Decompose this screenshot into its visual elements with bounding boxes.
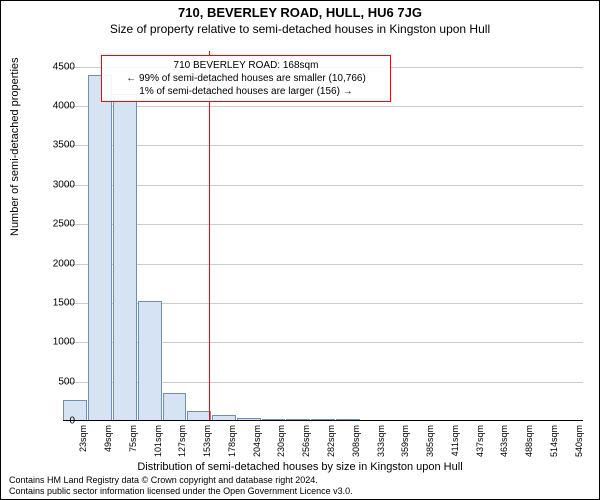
x-tick-label: 230sqm (276, 425, 286, 457)
x-tick-label: 463sqm (499, 425, 509, 457)
y-axis-label: Number of semi-detached properties (9, 57, 21, 236)
y-tick-label: 3500 (25, 140, 75, 151)
gridline (63, 106, 583, 107)
y-tick-label: 3000 (25, 179, 75, 190)
x-tick-label: 256sqm (301, 425, 311, 457)
footnote-line-1: Contains HM Land Registry data © Crown c… (9, 475, 353, 486)
x-tick-label: 540sqm (574, 425, 584, 457)
title-line-1: 710, BEVERLEY ROAD, HULL, HU6 7JG (1, 5, 599, 20)
y-tick-label: 500 (25, 376, 75, 387)
bar (163, 393, 187, 421)
x-tick-label: 411sqm (450, 425, 460, 456)
x-tick-label: 23sqm (78, 425, 88, 452)
gridline (63, 264, 583, 265)
x-tick-label: 178sqm (227, 425, 237, 457)
x-axis-label: Distribution of semi-detached houses by … (1, 461, 599, 473)
y-tick-label: 4500 (25, 61, 75, 72)
x-tick-label: 101sqm (153, 425, 163, 457)
x-tick-label: 359sqm (400, 425, 410, 457)
y-tick-label: 1500 (25, 297, 75, 308)
callout-box: 710 BEVERLEY ROAD: 168sqm ← 99% of semi-… (101, 55, 391, 102)
bar (138, 301, 162, 421)
y-tick-label: 0 (25, 416, 75, 427)
y-tick-label: 1000 (25, 337, 75, 348)
x-tick-label: 333sqm (376, 425, 386, 457)
y-tick-label: 2000 (25, 258, 75, 269)
bar (88, 75, 112, 421)
x-tick-label: 514sqm (549, 425, 559, 457)
y-tick-label: 4000 (25, 101, 75, 112)
x-tick-label: 75sqm (128, 425, 138, 452)
gridline (63, 185, 583, 186)
x-tick-label: 153sqm (202, 425, 212, 457)
x-tick-label: 127sqm (177, 425, 187, 457)
callout-line-1: 710 BEVERLEY ROAD: 168sqm (108, 59, 384, 72)
plot-background (63, 51, 583, 421)
x-tick-label: 282sqm (326, 425, 336, 457)
gridline (63, 145, 583, 146)
title-line-2: Size of property relative to semi-detach… (1, 22, 599, 36)
gridline (63, 224, 583, 225)
footnote-line-2: Contains public sector information licen… (9, 486, 353, 497)
x-tick-label: 385sqm (425, 425, 435, 457)
x-tick-label: 437sqm (475, 425, 485, 457)
chart-container: 710, BEVERLEY ROAD, HULL, HU6 7JG Size o… (0, 0, 600, 500)
x-tick-label: 204sqm (252, 425, 262, 457)
y-tick-label: 2500 (25, 219, 75, 230)
x-tick-label: 488sqm (524, 425, 534, 457)
x-tick-label: 49sqm (103, 425, 113, 452)
x-tick-label: 308sqm (351, 425, 361, 457)
callout-line-3: 1% of semi-detached houses are larger (1… (108, 85, 384, 98)
bar (113, 94, 137, 421)
x-axis-line (63, 420, 583, 421)
callout-line-2: ← 99% of semi-detached houses are smalle… (108, 72, 384, 85)
footnote: Contains HM Land Registry data © Crown c… (9, 475, 353, 497)
plot-area (63, 51, 583, 421)
marker-line (209, 51, 210, 421)
